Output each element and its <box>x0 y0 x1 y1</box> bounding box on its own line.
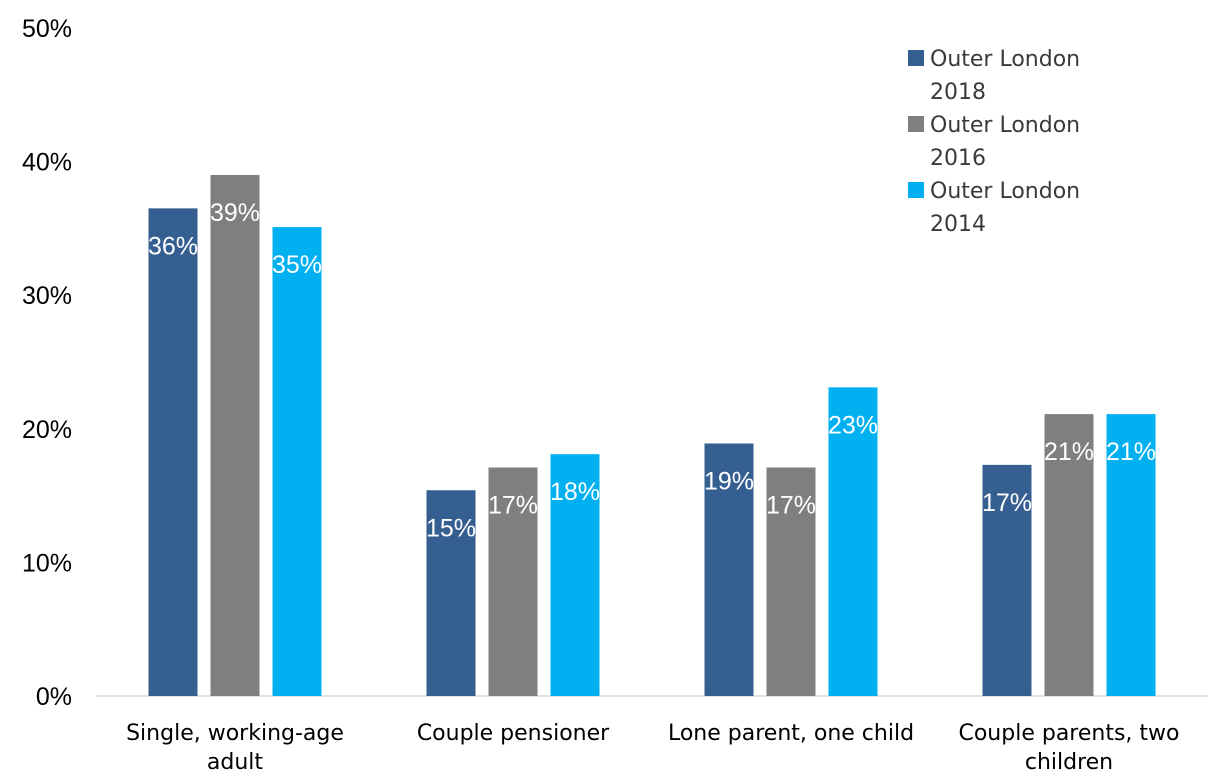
x-tick-label: Couple parents, two children <box>958 721 1179 775</box>
bar-data-label: 15% <box>426 514 476 542</box>
x-tick-label-line: children <box>1025 750 1113 775</box>
x-tick-label-line: Couple pensioner <box>417 721 610 746</box>
bar-data-label: 17% <box>766 492 816 520</box>
bar-data-label: 36% <box>148 232 198 260</box>
bar <box>272 227 322 696</box>
x-tick-label: Couple pensioner <box>417 721 610 746</box>
x-tick-label-line: Single, working-age <box>126 721 344 746</box>
bar <box>488 467 538 696</box>
bar <box>1044 414 1094 696</box>
legend-swatch <box>908 182 924 198</box>
legend-label-line: 2014 <box>930 212 986 237</box>
legend-label-line: Outer London <box>930 179 1080 204</box>
x-tick-label: Single, working-age adult <box>126 721 344 775</box>
x-tick-label: Lone parent, one child <box>668 721 914 746</box>
legend-label: Outer London 2016 <box>930 113 1080 171</box>
bar-data-label: 39% <box>210 199 260 227</box>
bar-data-label: 21% <box>1106 438 1156 466</box>
bar-data-label: 19% <box>704 467 754 495</box>
bar <box>426 490 476 696</box>
legend-label: Outer London 2014 <box>930 179 1080 237</box>
y-tick-label: 30% <box>22 282 72 310</box>
legend-label-line: 2016 <box>930 146 986 171</box>
bar <box>828 387 878 696</box>
bar-data-label: 23% <box>828 411 878 439</box>
bars <box>148 174 1156 697</box>
y-tick-label: 10% <box>22 549 72 577</box>
x-tick-label-line: adult <box>207 750 264 775</box>
y-tick-label: 40% <box>22 149 72 177</box>
x-tick-label-line: Lone parent, one child <box>668 721 914 746</box>
bar <box>982 464 1032 696</box>
bar <box>550 454 600 696</box>
bar-data-label: 17% <box>982 489 1032 517</box>
bar-data-label: 21% <box>1044 438 1094 466</box>
data-labels: 36% 39% 35% 15% 17% 18% 19% 17% 23% 17% 21% 21% <box>148 199 1156 542</box>
y-tick-label: 50% <box>22 15 72 43</box>
bar-data-label: 17% <box>488 492 538 520</box>
bar <box>704 443 754 696</box>
bar-data-label: 35% <box>272 251 322 279</box>
legend-label: Outer London 2018 <box>930 47 1080 105</box>
bar-data-label: 18% <box>550 478 600 506</box>
y-axis: 0% 10% 20% 30% 40% 50% <box>22 15 72 711</box>
bar <box>210 174 260 696</box>
legend-swatch <box>908 116 924 132</box>
x-axis: Single, working-age adult Couple pensioner… <box>126 721 1179 775</box>
legend-swatch <box>908 50 924 66</box>
bar <box>1106 414 1156 696</box>
bar <box>148 208 198 697</box>
legend-label-line: Outer London <box>930 47 1080 72</box>
x-tick-label-line: Couple parents, two <box>958 721 1179 746</box>
y-tick-label: 0% <box>36 683 72 711</box>
legend-label-line: Outer London <box>930 113 1080 138</box>
legend-label-line: 2018 <box>930 80 986 105</box>
y-tick-label: 20% <box>22 416 72 444</box>
bar <box>766 467 816 696</box>
